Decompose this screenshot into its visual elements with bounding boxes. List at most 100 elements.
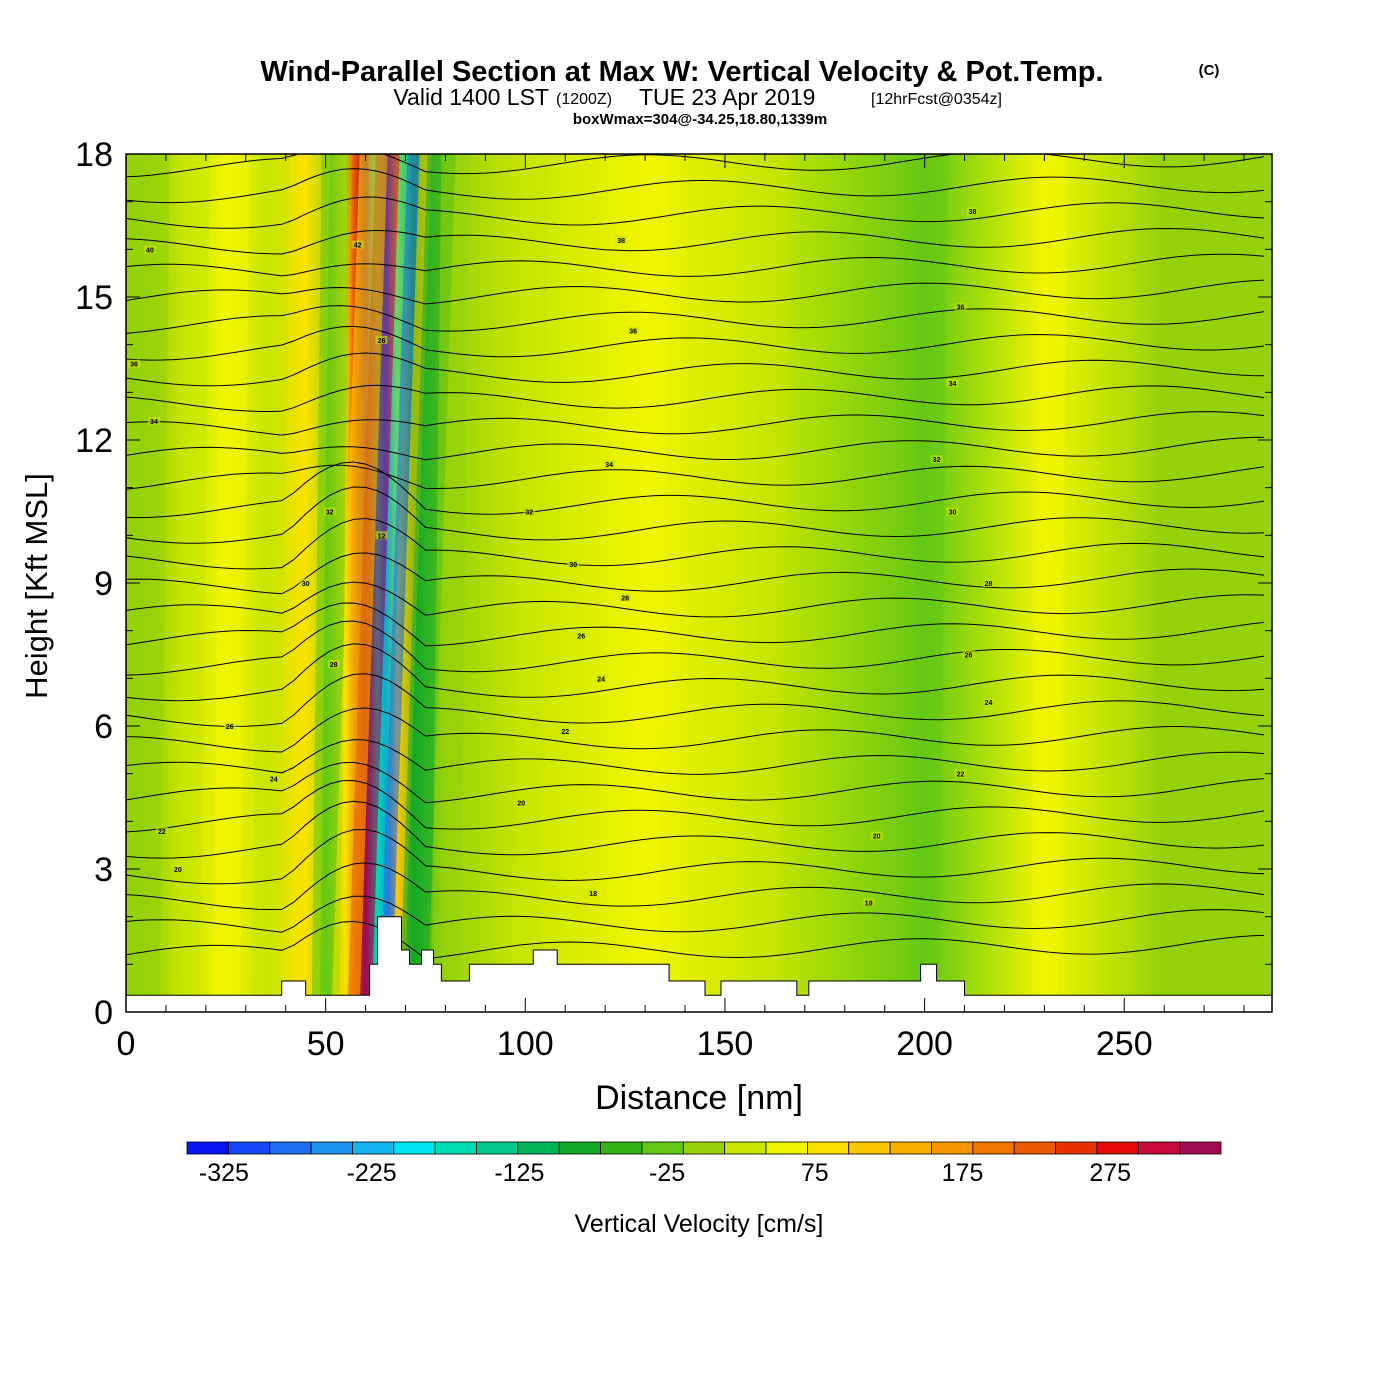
valid-prefix: Valid 1400 LST <box>393 84 549 110</box>
theta-label-text: 30 <box>302 581 310 588</box>
theta-label: 26 <box>223 722 236 731</box>
theta-isoline <box>126 552 1265 595</box>
theta-label: 34 <box>147 416 160 426</box>
theta-label: 22 <box>954 769 967 779</box>
x-tick-label: 100 <box>497 1025 554 1063</box>
theta-label: 38 <box>966 207 979 216</box>
theta-label: 28 <box>619 593 632 602</box>
y-tick-label: 18 <box>75 136 113 174</box>
theta-label-text: 34 <box>150 419 158 426</box>
x-axis-ticks: 0 50 100 150 200 250 <box>117 154 1245 1063</box>
theta-label-text: 38 <box>617 238 625 245</box>
theta-label-bg <box>627 326 640 335</box>
theta-isoline <box>126 920 1265 960</box>
colorbar-swatch <box>600 1141 643 1155</box>
theta-label-bg <box>603 459 616 468</box>
theta-label-bg <box>155 826 168 835</box>
velocity-shading <box>131 154 1189 1012</box>
theta-label-text: 36 <box>130 362 138 369</box>
theta-isoline <box>126 411 1265 436</box>
theta-label-bg <box>946 507 959 516</box>
theta-label-text: 28 <box>330 662 338 669</box>
theta-label: 28 <box>327 660 340 669</box>
theta-isoline <box>126 581 1265 618</box>
theta-label-bg <box>619 593 632 602</box>
x-tick-label: 250 <box>1096 1025 1153 1063</box>
velocity-band <box>379 154 420 1012</box>
theta-isoline <box>126 739 1265 775</box>
theta-label-text: 28 <box>985 581 993 588</box>
theta-label-bg <box>323 507 336 516</box>
theta-label-text: 30 <box>949 510 957 517</box>
theta-label-bg <box>870 831 883 840</box>
valid-fcst: [12hrFcst@0354z] <box>871 91 1002 108</box>
theta-label-text: 20 <box>174 867 182 874</box>
theta-isoline <box>126 707 1265 753</box>
theta-label-text: 22 <box>957 772 965 779</box>
theta-isoline <box>126 253 1265 277</box>
theta-label: 20 <box>515 798 528 807</box>
y-tick-label: 12 <box>75 422 113 460</box>
theta-isoline <box>126 325 1265 361</box>
colorbar-swatch <box>972 1141 1015 1155</box>
theta-label: 12 <box>375 531 388 540</box>
colorbar-swatch <box>807 1141 850 1155</box>
theta-label-text: 18 <box>589 891 597 898</box>
velocity-band <box>211 154 250 1012</box>
colorbar-swatch <box>186 1141 229 1155</box>
terrain-mask <box>125 916 1273 1013</box>
velocity-band <box>511 154 550 1012</box>
theta-label-text: 24 <box>597 676 605 683</box>
theta-label: 32 <box>523 507 536 517</box>
theta-contour-labels: 18 18 20 20 20 22 22 22 24 24 24 26 26 26 28 28 28 30 30 30… <box>127 207 995 907</box>
theta-label: 30 <box>567 559 580 569</box>
theta-label-text: 24 <box>270 776 278 783</box>
velocity-band <box>750 154 789 1012</box>
theta-label-bg <box>982 579 995 587</box>
colorbar-tick-label: 75 <box>801 1159 829 1187</box>
theta-label-bg <box>930 455 943 464</box>
theta-label-bg <box>375 531 388 540</box>
colorbar-swatch <box>765 1141 808 1155</box>
velocity-band <box>359 154 400 1012</box>
colorbar-swatch <box>434 1141 477 1155</box>
theta-label-bg <box>143 245 156 254</box>
theta-label-text: 40 <box>146 247 154 254</box>
theta-isoline <box>126 602 1265 647</box>
colorbar-tick-label: -125 <box>494 1159 544 1187</box>
theta-label: 20 <box>171 865 184 874</box>
theta-label-text: 20 <box>873 834 881 841</box>
theta-label-text: 38 <box>969 209 977 216</box>
theta-isoline <box>126 436 1265 461</box>
velocity-band <box>431 154 470 1012</box>
theta-label-text: 26 <box>965 653 973 660</box>
colorbar-swatch <box>558 1141 601 1155</box>
theta-label-text: 22 <box>561 729 569 736</box>
theta-label-text: 32 <box>933 457 941 464</box>
x-tick-label: 150 <box>697 1025 754 1063</box>
theta-label-text: 20 <box>517 800 525 807</box>
theta-label: 32 <box>930 455 943 464</box>
y-tick-label: 3 <box>94 851 113 889</box>
theta-label-bg <box>559 726 572 735</box>
theta-label-bg <box>171 865 184 873</box>
theta-isoline <box>126 352 1265 387</box>
colorbar-label: Vertical Velocity [cm/s] <box>575 1210 824 1238</box>
theta-label: 22 <box>559 726 572 736</box>
theta-label-bg <box>515 798 528 807</box>
chart-title: Wind-Parallel Section at Max W: Vertical… <box>260 56 1103 88</box>
theta-label-text: 12 <box>378 533 386 540</box>
theta-label: 26 <box>962 650 975 660</box>
valid-date: TUE 23 Apr 2019 <box>639 84 815 110</box>
theta-isoline <box>126 800 1265 859</box>
colorbar-swatch <box>1013 1141 1056 1155</box>
theta-isoline <box>126 620 1265 676</box>
theta-label-text: 28 <box>621 595 629 602</box>
theta-isoline <box>126 279 1265 305</box>
theta-label-text: 22 <box>158 829 166 836</box>
theta-isoline <box>126 168 1265 204</box>
theta-label-bg <box>575 631 588 640</box>
colorbar-swatch <box>1137 1141 1181 1155</box>
velocity-band <box>1030 154 1069 1012</box>
